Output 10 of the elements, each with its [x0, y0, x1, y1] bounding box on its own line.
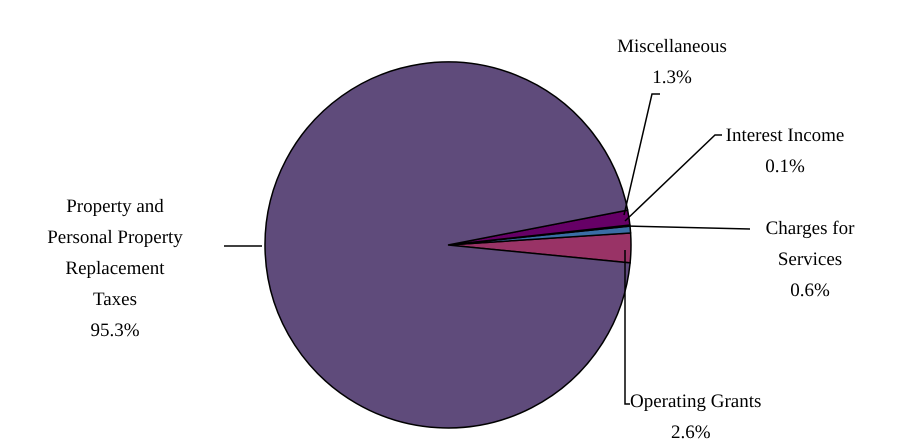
- slice-label: Miscellaneous: [617, 36, 727, 57]
- data-label: 0.1%: [765, 156, 805, 177]
- slice-label: Operating Grants: [630, 391, 762, 412]
- legend-label: Property and Personal Property Replacement Taxes: [47, 196, 184, 310]
- slice-label: Charges for Services: [766, 218, 856, 270]
- data-label: 0.6%: [790, 280, 830, 301]
- data-label: 95.3%: [90, 320, 140, 341]
- slice-label: Interest Income: [726, 125, 844, 146]
- data-label: 2.6%: [671, 422, 711, 443]
- data-label: 1.3%: [652, 67, 692, 88]
